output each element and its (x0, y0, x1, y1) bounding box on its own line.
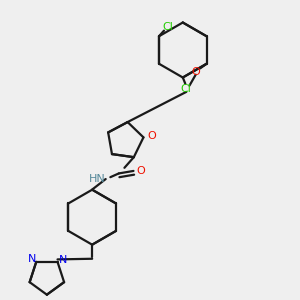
Text: O: O (191, 67, 200, 76)
Text: Cl: Cl (162, 22, 173, 32)
Text: O: O (147, 131, 156, 141)
Text: N: N (59, 255, 67, 265)
Text: O: O (136, 166, 145, 176)
Text: Cl: Cl (180, 84, 191, 94)
Text: HN: HN (89, 174, 106, 184)
Text: N: N (28, 254, 37, 264)
